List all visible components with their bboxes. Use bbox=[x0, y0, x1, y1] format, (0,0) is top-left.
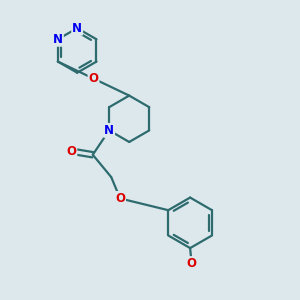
Text: O: O bbox=[115, 192, 125, 205]
Text: N: N bbox=[53, 33, 63, 46]
Text: N: N bbox=[104, 124, 114, 137]
Text: O: O bbox=[187, 257, 196, 270]
Text: N: N bbox=[72, 22, 82, 34]
Text: O: O bbox=[66, 145, 76, 158]
Text: O: O bbox=[88, 72, 98, 85]
